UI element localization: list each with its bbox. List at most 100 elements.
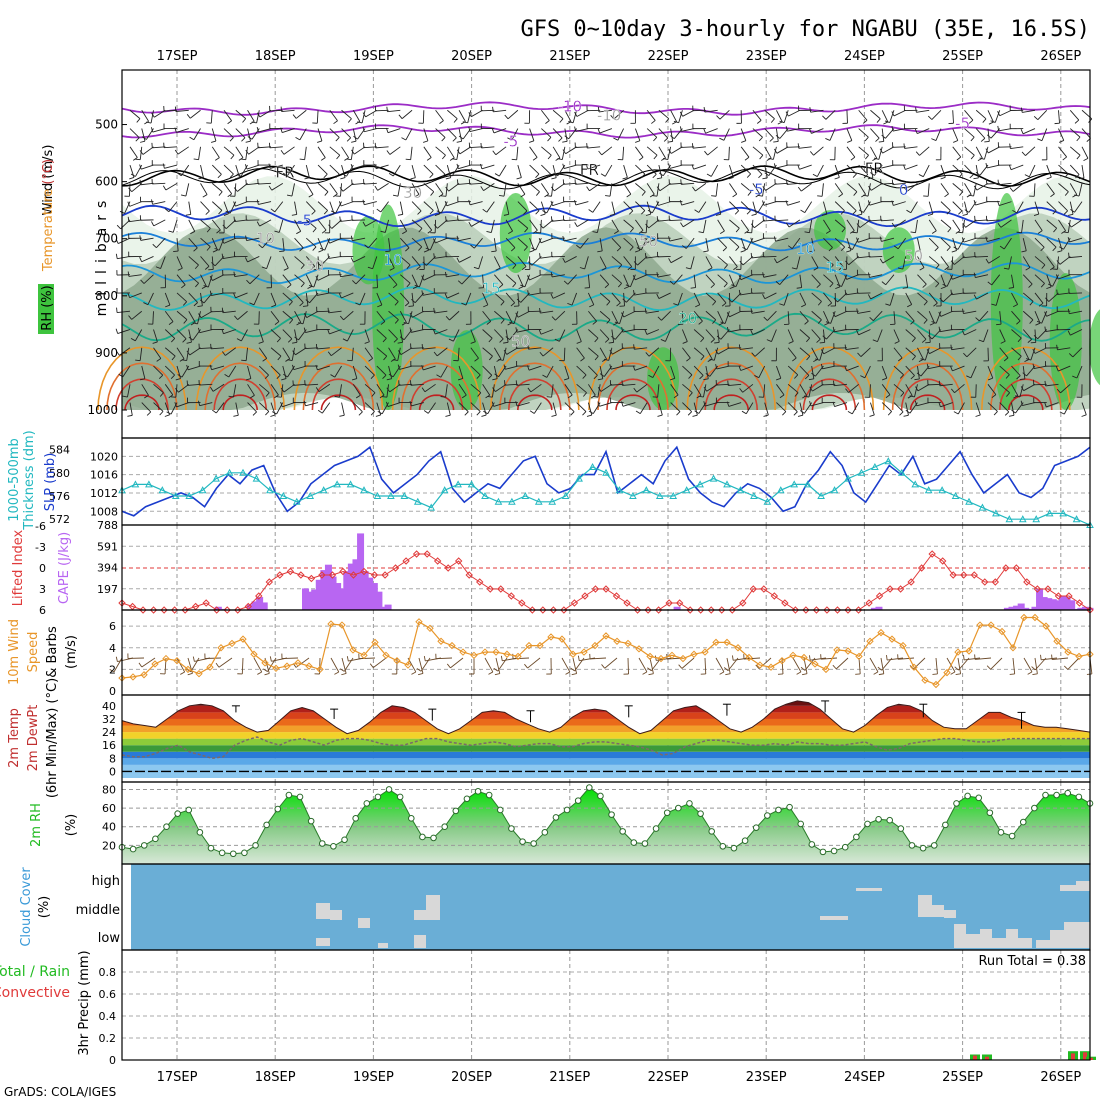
wind-barb xyxy=(635,183,646,193)
wind-barb xyxy=(693,365,704,376)
wind-barb xyxy=(823,237,833,248)
wind-barb xyxy=(559,118,564,123)
cape-bar xyxy=(329,576,337,610)
wind-barb xyxy=(523,210,528,215)
wind-barb xyxy=(127,216,130,222)
wind-barb xyxy=(212,249,218,253)
wind-barb xyxy=(210,110,213,124)
cape-bar xyxy=(1017,603,1025,610)
contour-label: -5 xyxy=(503,133,518,151)
wind-barb xyxy=(327,307,330,313)
lifted-index-point xyxy=(549,606,558,614)
wind-barb xyxy=(804,231,810,234)
wind-barb xyxy=(571,673,577,676)
wind-barb xyxy=(335,173,340,178)
wind-barb xyxy=(869,657,879,673)
lifted-index-point xyxy=(707,606,715,614)
wind-barb xyxy=(864,136,869,142)
wind-barb xyxy=(700,337,705,343)
wind-barb xyxy=(846,164,857,175)
wind-barb xyxy=(129,402,133,416)
wind-barb xyxy=(1063,665,1069,670)
wind-barb xyxy=(740,219,750,231)
profile-ytick: 800 xyxy=(95,289,118,303)
wind-barb xyxy=(200,201,210,212)
rh-point xyxy=(764,812,771,819)
wind-barb xyxy=(903,164,906,170)
legend-rain: Total / Rain xyxy=(0,964,70,980)
wind-barb xyxy=(274,230,280,233)
wind-barb xyxy=(690,287,696,289)
wind-barb xyxy=(387,128,401,134)
thickness-tick: 576 xyxy=(49,490,70,503)
rh-point xyxy=(686,800,693,807)
wind-barb xyxy=(164,329,176,339)
wind-barb xyxy=(264,374,269,380)
wind-barb xyxy=(869,274,883,278)
wind-speed-point xyxy=(954,648,962,656)
wind-barb xyxy=(211,219,221,231)
wind-speed-point xyxy=(239,635,247,643)
wind-barb xyxy=(388,172,394,177)
wind-barb xyxy=(799,329,810,339)
date-label-bottom: 25SEP xyxy=(942,1070,983,1085)
wind-barb xyxy=(362,112,366,118)
wind-barb xyxy=(317,365,330,371)
wind-barb xyxy=(364,128,377,133)
wind-barb xyxy=(917,274,927,285)
wind-barb xyxy=(321,229,327,234)
wind-barb xyxy=(174,402,177,408)
wind-barb xyxy=(823,347,836,355)
rh-saturated-area xyxy=(352,215,385,285)
wind-barb xyxy=(552,164,557,178)
thickness-tick: 584 xyxy=(49,444,70,457)
rh-tick: 20 xyxy=(102,839,116,852)
wind-barb xyxy=(588,365,598,376)
wind-barb xyxy=(1034,237,1045,248)
wind-barb xyxy=(608,341,614,344)
wind-barb xyxy=(1067,308,1070,314)
wind-barb xyxy=(470,402,481,412)
wind-barb xyxy=(554,182,566,192)
wind-barb xyxy=(703,401,706,407)
wind-barb xyxy=(904,146,918,149)
isotherm-loop xyxy=(400,362,473,411)
wind-barb xyxy=(962,219,965,233)
wind-barb xyxy=(660,339,666,342)
wind-barb xyxy=(139,256,143,262)
wind-barb xyxy=(1022,238,1027,251)
wind-barb xyxy=(916,109,930,113)
precip-convective-bar xyxy=(985,1056,989,1060)
wind-barb xyxy=(580,357,585,362)
wind-barb xyxy=(346,329,354,342)
wind-barb xyxy=(962,223,966,228)
wind-barb xyxy=(491,128,495,134)
wind-barb xyxy=(505,329,509,343)
wind-barb xyxy=(439,120,444,125)
thickness-point xyxy=(897,468,906,476)
wind-barb xyxy=(1019,384,1024,398)
wind-barb xyxy=(215,662,220,668)
wind-barb xyxy=(811,347,819,360)
wind-barb xyxy=(517,164,522,178)
lifted-index-point xyxy=(823,606,831,614)
wind-barb xyxy=(576,341,582,344)
wind-barb xyxy=(224,373,230,378)
wind-barb xyxy=(182,338,187,343)
wind-barb xyxy=(739,260,744,266)
wind-barb xyxy=(493,128,507,134)
wind-barb xyxy=(623,274,630,287)
wind-barb xyxy=(931,138,937,141)
wind-barb xyxy=(622,347,636,349)
wind-barb xyxy=(421,275,425,281)
wind-barb xyxy=(1083,157,1089,162)
wind-barb xyxy=(990,120,996,123)
wind-barb xyxy=(551,274,565,278)
wind-barb xyxy=(305,183,314,195)
wind-barb xyxy=(416,266,421,270)
wind-speed-point xyxy=(910,663,918,671)
rh-point xyxy=(964,792,971,800)
thickness-point xyxy=(629,491,637,499)
wind-barb xyxy=(902,287,908,289)
wind-barb xyxy=(252,411,257,416)
